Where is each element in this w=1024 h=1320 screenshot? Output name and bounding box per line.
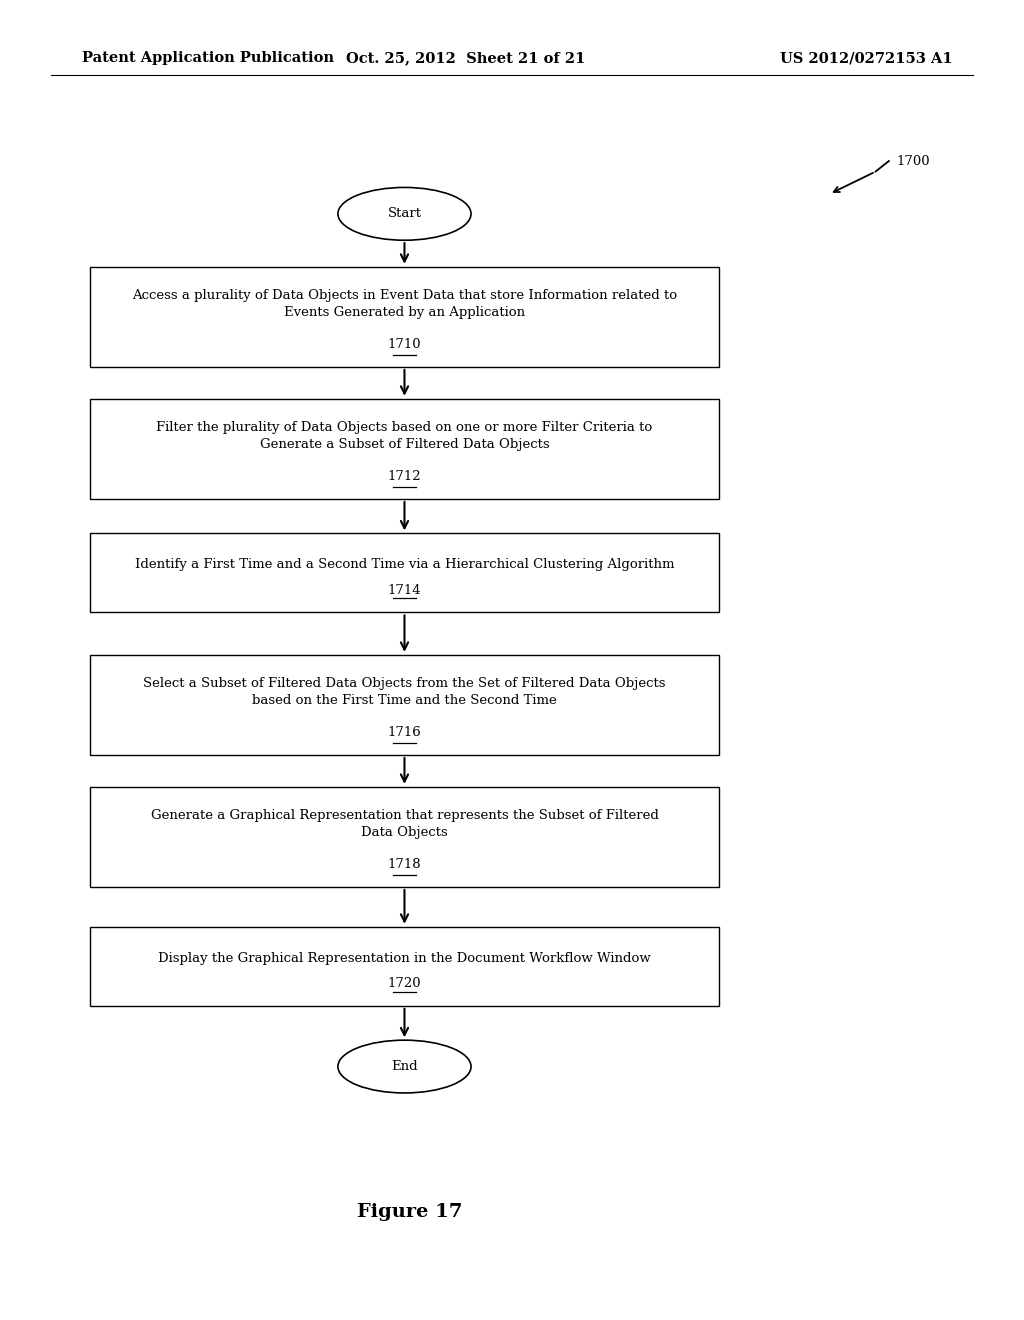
Ellipse shape <box>338 1040 471 1093</box>
Text: 1720: 1720 <box>388 977 421 990</box>
Text: Filter the plurality of Data Objects based on one or more Filter Criteria to
Gen: Filter the plurality of Data Objects bas… <box>157 421 652 450</box>
Text: 1712: 1712 <box>388 470 421 483</box>
Text: Start: Start <box>387 207 422 220</box>
Text: Identify a First Time and a Second Time via a Hierarchical Clustering Algorithm: Identify a First Time and a Second Time … <box>135 558 674 572</box>
FancyBboxPatch shape <box>90 267 719 367</box>
Text: Figure 17: Figure 17 <box>357 1203 462 1221</box>
FancyBboxPatch shape <box>90 655 719 755</box>
Text: 1716: 1716 <box>388 726 421 739</box>
FancyBboxPatch shape <box>90 927 719 1006</box>
FancyBboxPatch shape <box>90 533 719 612</box>
Text: 1718: 1718 <box>388 858 421 871</box>
Text: US 2012/0272153 A1: US 2012/0272153 A1 <box>779 51 952 65</box>
Text: 1714: 1714 <box>388 583 421 597</box>
Text: Select a Subset of Filtered Data Objects from the Set of Filtered Data Objects
b: Select a Subset of Filtered Data Objects… <box>143 677 666 706</box>
Text: Display the Graphical Representation in the Document Workflow Window: Display the Graphical Representation in … <box>158 952 651 965</box>
Text: End: End <box>391 1060 418 1073</box>
Text: Patent Application Publication: Patent Application Publication <box>82 51 334 65</box>
FancyBboxPatch shape <box>90 399 719 499</box>
Ellipse shape <box>338 187 471 240</box>
FancyBboxPatch shape <box>90 787 719 887</box>
Text: Generate a Graphical Representation that represents the Subset of Filtered
Data : Generate a Graphical Representation that… <box>151 809 658 838</box>
Text: 1710: 1710 <box>388 338 421 351</box>
Text: Oct. 25, 2012  Sheet 21 of 21: Oct. 25, 2012 Sheet 21 of 21 <box>346 51 586 65</box>
Text: Access a plurality of Data Objects in Event Data that store Information related : Access a plurality of Data Objects in Ev… <box>132 289 677 318</box>
Text: 1700: 1700 <box>896 154 930 168</box>
